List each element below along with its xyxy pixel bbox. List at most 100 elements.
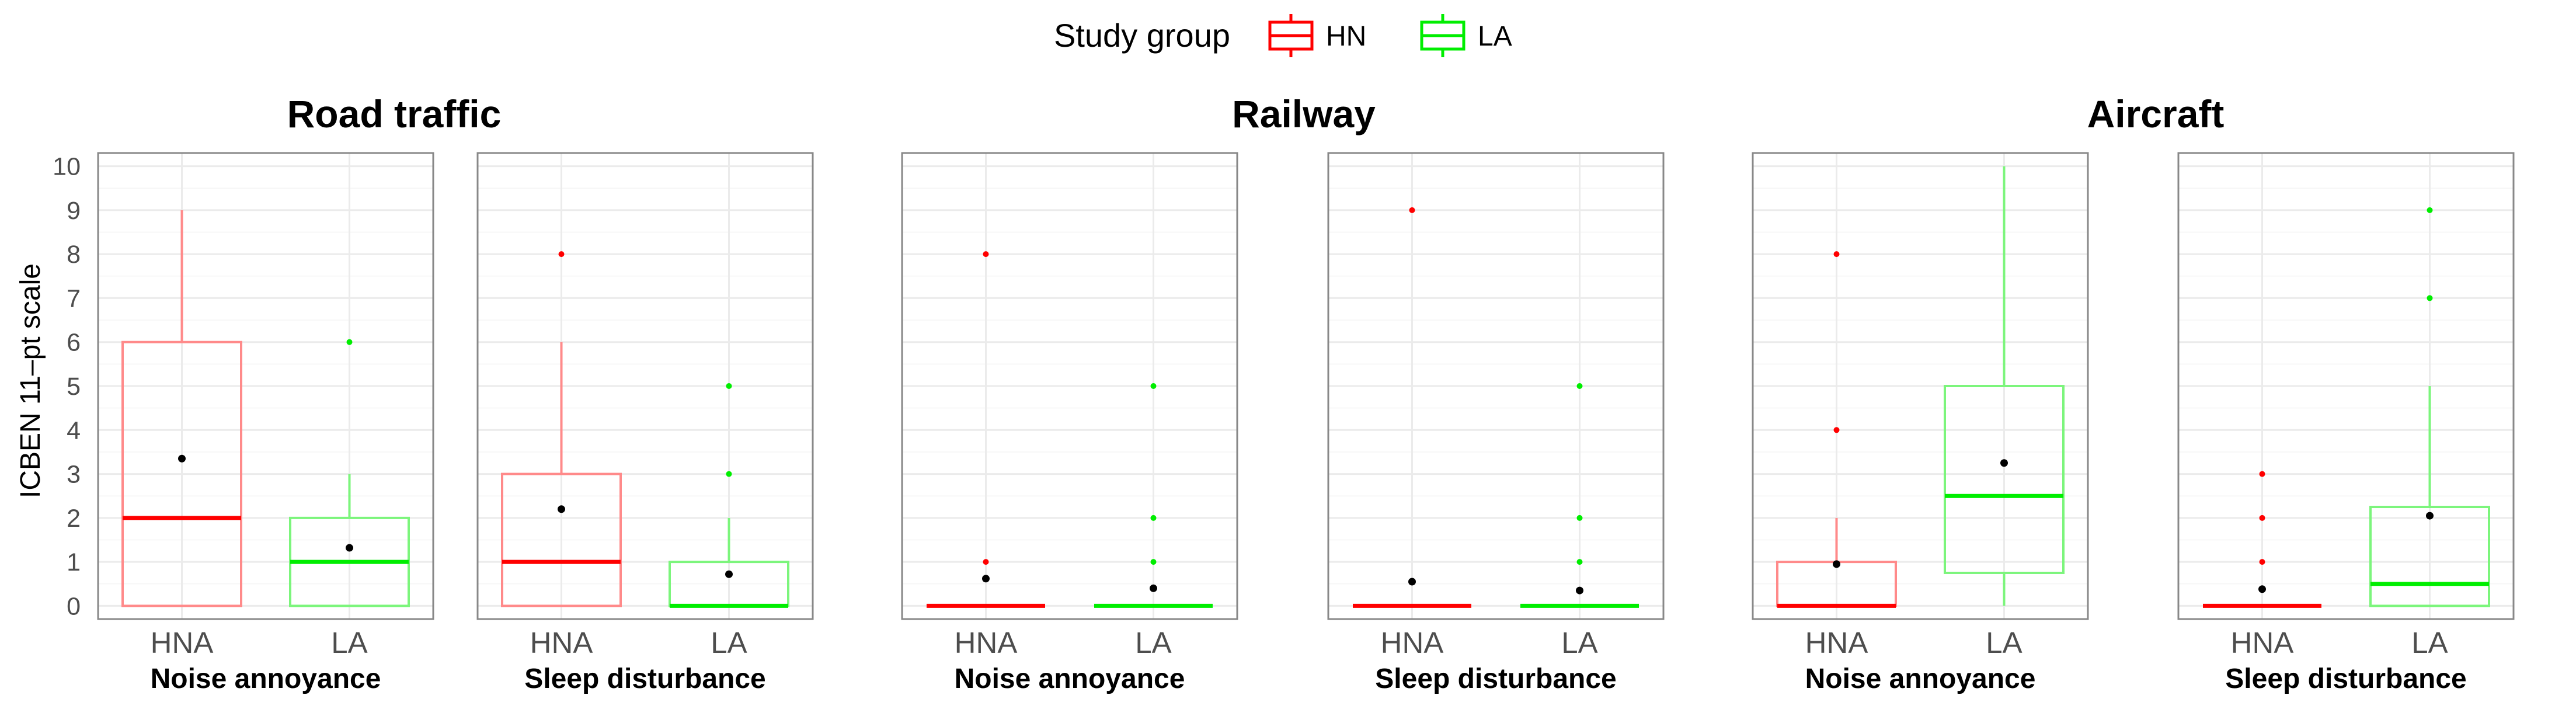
x-axis-label: Sleep disturbance: [524, 663, 765, 694]
panel-aircraft-sleep-disturbance: HNA LA Sleep disturbance: [2177, 152, 2515, 694]
panel-border: [2177, 152, 2515, 620]
source-title-aircraft: Aircraft: [2087, 92, 2225, 135]
x-axis-label: Sleep disturbance: [1375, 663, 1616, 694]
x-axis-label: Sleep disturbance: [2225, 663, 2466, 694]
panel-border: [1327, 152, 1665, 620]
outlier-point: [2427, 295, 2433, 301]
x-tick-label-la: LA: [2411, 626, 2448, 659]
box-hn: [121, 210, 242, 607]
mean-point: [1408, 578, 1416, 586]
outlier-point: [346, 339, 353, 345]
y-tick-label-9: 9: [67, 197, 81, 225]
x-tick-label-hna: HNA: [530, 626, 593, 659]
outlier-point: [1576, 383, 1583, 389]
x-axis-label: Noise annoyance: [151, 663, 381, 694]
panel-border: [476, 152, 814, 620]
outlier-point: [1576, 515, 1583, 521]
mean-point: [346, 544, 353, 552]
panel-gridlines: [98, 153, 433, 619]
x-tick-label-hna: HNA: [2231, 626, 2294, 659]
outlier-point: [1833, 427, 1840, 433]
box-hn: [927, 251, 1045, 608]
outlier-point: [1833, 251, 1840, 258]
panel-border: [901, 152, 1238, 620]
panel-gridlines: [1328, 153, 1663, 619]
legend-entry-hn: HN: [1268, 14, 1366, 57]
y-tick-label-10: 10: [53, 153, 81, 181]
mean-point: [178, 454, 186, 463]
panel-road-traffic-sleep-disturbance: HNA LA Sleep disturbance: [476, 152, 814, 694]
mean-point: [558, 505, 565, 513]
panel-road-traffic-noise-annoyance: HNA LA Noise annoyance: [97, 152, 434, 694]
y-tick-label-5: 5: [67, 373, 81, 401]
x-tick-label-la: LA: [711, 626, 747, 659]
panels: HNA LA Noise annoyance HNA LA Sleep disturban…: [97, 152, 2515, 694]
y-tick-label-8: 8: [67, 241, 81, 269]
x-axis-label: Noise annoyance: [1805, 663, 2036, 694]
outlier-point: [2427, 207, 2433, 213]
box-la: [669, 383, 789, 608]
outlier-point: [2259, 515, 2265, 521]
iqr-box: [2369, 506, 2490, 607]
x-axis-label: Noise annoyance: [955, 663, 1185, 694]
x-tick-label-hna: HNA: [151, 626, 214, 659]
mean-point: [1576, 586, 1583, 595]
box-la: [1944, 166, 2065, 606]
legend-entry-la: LA: [1420, 14, 1512, 57]
outlier-point: [726, 383, 732, 389]
y-axis-ticks: 0 1 2 3 4 5 6 7 8 9 10: [53, 153, 81, 621]
mean-point: [2000, 459, 2008, 467]
iqr-box: [1944, 385, 2065, 574]
y-tick-label-2: 2: [67, 505, 81, 533]
panel-border: [97, 152, 434, 620]
box-la: [2369, 207, 2490, 607]
outlier-point: [1150, 383, 1157, 389]
legend: Study group HN LA: [1054, 14, 1512, 57]
panel-gridlines: [2178, 153, 2514, 619]
source-title-road-traffic: Road traffic: [287, 92, 502, 135]
outlier-point: [1409, 207, 1415, 213]
outlier-point: [2259, 559, 2265, 565]
y-tick-label-0: 0: [67, 592, 81, 620]
box-hn: [2203, 471, 2321, 608]
mean-point: [1833, 560, 1840, 568]
panel-aircraft-noise-annoyance: HNA LA Noise annoyance: [1752, 152, 2089, 694]
y-tick-label-6: 6: [67, 329, 81, 357]
legend-title: Study group: [1054, 17, 1230, 54]
x-tick-label-la: LA: [1986, 626, 2022, 659]
x-tick-label-la: LA: [1135, 626, 1171, 659]
outlier-point: [2259, 471, 2265, 477]
mean-point: [725, 570, 733, 578]
x-tick-label-hna: HNA: [1381, 626, 1444, 659]
y-tick-label-4: 4: [67, 416, 81, 444]
panel-railway-sleep-disturbance: HNA LA Sleep disturbance: [1327, 152, 1665, 694]
box-hn: [1353, 207, 1471, 608]
mean-point: [2426, 512, 2434, 520]
outlier-point: [1576, 559, 1583, 565]
y-tick-label-3: 3: [67, 461, 81, 489]
outlier-point: [983, 251, 989, 258]
outlier-point: [558, 251, 565, 258]
source-title-railway: Railway: [1232, 92, 1376, 135]
x-tick-label-la: LA: [1561, 626, 1597, 659]
panel-border: [1752, 152, 2089, 620]
legend-label-hn: HN: [1326, 21, 1366, 52]
legend-entries: HN LA: [1268, 14, 1512, 57]
box-la: [1094, 383, 1213, 608]
y-axis-label: ICBEN 11–pt scale: [15, 263, 46, 498]
mean-point: [1150, 584, 1157, 592]
box-la: [289, 339, 410, 607]
iqr-box: [121, 340, 242, 607]
outlier-point: [1150, 559, 1157, 565]
iqr-box: [501, 472, 622, 607]
box-hn: [1776, 251, 1897, 608]
panel-railway-noise-annoyance: HNA LA Noise annoyance: [901, 152, 1238, 694]
box-la: [1520, 383, 1639, 608]
mean-point: [982, 575, 990, 583]
outlier-point: [983, 559, 989, 565]
y-tick-label-7: 7: [67, 284, 81, 312]
box-hn: [501, 251, 622, 607]
mean-point: [2258, 585, 2266, 593]
legend-label-la: LA: [1478, 21, 1512, 52]
